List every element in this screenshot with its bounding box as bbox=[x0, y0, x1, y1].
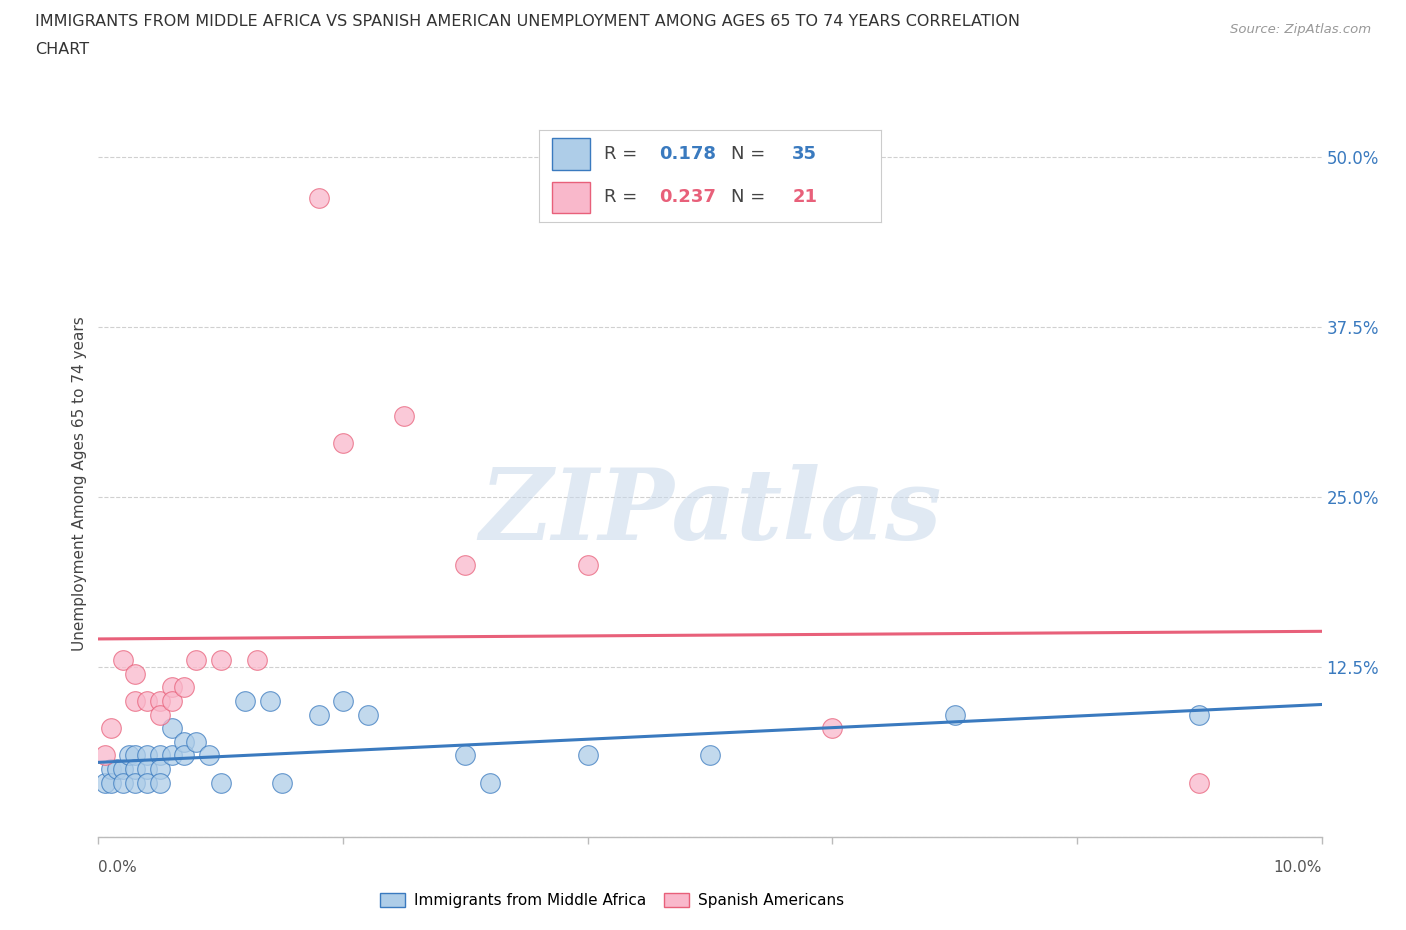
Point bbox=[105, 762, 128, 777]
Text: ZIPatlas: ZIPatlas bbox=[479, 464, 941, 560]
Point bbox=[1188, 776, 1211, 790]
Point bbox=[111, 776, 134, 790]
Point bbox=[173, 680, 195, 695]
Point bbox=[197, 748, 219, 763]
Point bbox=[821, 721, 844, 736]
Point bbox=[149, 776, 172, 790]
Text: Source: ZipAtlas.com: Source: ZipAtlas.com bbox=[1230, 23, 1371, 36]
Point bbox=[332, 435, 354, 450]
Point bbox=[576, 748, 599, 763]
Point bbox=[149, 694, 172, 709]
Point bbox=[699, 748, 721, 763]
Point bbox=[124, 748, 146, 763]
Point bbox=[209, 653, 232, 668]
Text: 0.0%: 0.0% bbox=[98, 860, 138, 875]
Legend: Immigrants from Middle Africa, Spanish Americans: Immigrants from Middle Africa, Spanish A… bbox=[374, 887, 851, 914]
Y-axis label: Unemployment Among Ages 65 to 74 years: Unemployment Among Ages 65 to 74 years bbox=[72, 316, 87, 651]
Point bbox=[93, 748, 115, 763]
Point bbox=[100, 776, 122, 790]
Text: IMMIGRANTS FROM MIDDLE AFRICA VS SPANISH AMERICAN UNEMPLOYMENT AMONG AGES 65 TO : IMMIGRANTS FROM MIDDLE AFRICA VS SPANISH… bbox=[35, 14, 1021, 29]
Point bbox=[308, 191, 330, 206]
Point bbox=[356, 707, 378, 722]
Point bbox=[233, 694, 256, 709]
Point bbox=[186, 735, 208, 750]
Point bbox=[149, 748, 172, 763]
Point bbox=[160, 680, 183, 695]
Point bbox=[93, 776, 115, 790]
Point bbox=[100, 762, 122, 777]
Point bbox=[100, 721, 122, 736]
Text: CHART: CHART bbox=[35, 42, 89, 57]
Point bbox=[332, 694, 354, 709]
Point bbox=[124, 776, 146, 790]
Point bbox=[124, 694, 146, 709]
Point bbox=[136, 694, 159, 709]
Point bbox=[246, 653, 269, 668]
Point bbox=[454, 748, 477, 763]
Point bbox=[136, 776, 159, 790]
Point bbox=[160, 721, 183, 736]
Point bbox=[308, 707, 330, 722]
Point bbox=[173, 735, 195, 750]
Text: 10.0%: 10.0% bbox=[1274, 860, 1322, 875]
Point bbox=[173, 748, 195, 763]
Point bbox=[270, 776, 292, 790]
Point bbox=[124, 667, 146, 682]
Point bbox=[478, 776, 501, 790]
Point bbox=[186, 653, 208, 668]
Point bbox=[209, 776, 232, 790]
Point bbox=[160, 748, 183, 763]
Point bbox=[454, 558, 477, 573]
Point bbox=[111, 653, 134, 668]
Point bbox=[111, 762, 134, 777]
Point bbox=[160, 694, 183, 709]
Point bbox=[149, 707, 172, 722]
Point bbox=[118, 748, 141, 763]
Point bbox=[1188, 707, 1211, 722]
Point bbox=[136, 748, 159, 763]
Point bbox=[576, 558, 599, 573]
Point bbox=[124, 762, 146, 777]
Point bbox=[259, 694, 281, 709]
Point bbox=[136, 762, 159, 777]
Point bbox=[392, 408, 416, 423]
Point bbox=[149, 762, 172, 777]
Point bbox=[943, 707, 966, 722]
